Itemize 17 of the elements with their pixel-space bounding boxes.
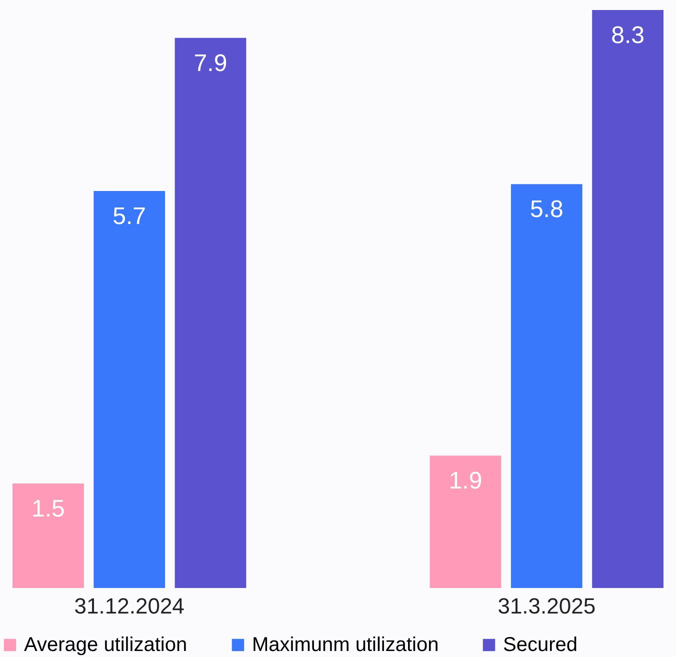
data-label: 1.9 <box>448 468 482 495</box>
data-label: 5.8 <box>530 196 564 224</box>
bar <box>94 191 166 588</box>
legend-label: Secured <box>503 634 578 656</box>
bar <box>174 38 246 588</box>
bar <box>12 484 84 588</box>
data-label: 8.3 <box>611 22 644 49</box>
legend-label: Average utilization <box>24 634 188 656</box>
bar <box>510 184 582 588</box>
legend-label: Maximunm utilization <box>252 634 439 656</box>
data-label: 7.9 <box>194 50 228 77</box>
x-tick-label: 31.3.2025 <box>498 594 596 618</box>
bar <box>430 456 502 588</box>
data-label: 5.7 <box>112 203 146 230</box>
x-tick-label: 31.12.2024 <box>74 594 184 618</box>
data-label: 1.5 <box>32 496 65 523</box>
bar <box>592 10 664 588</box>
